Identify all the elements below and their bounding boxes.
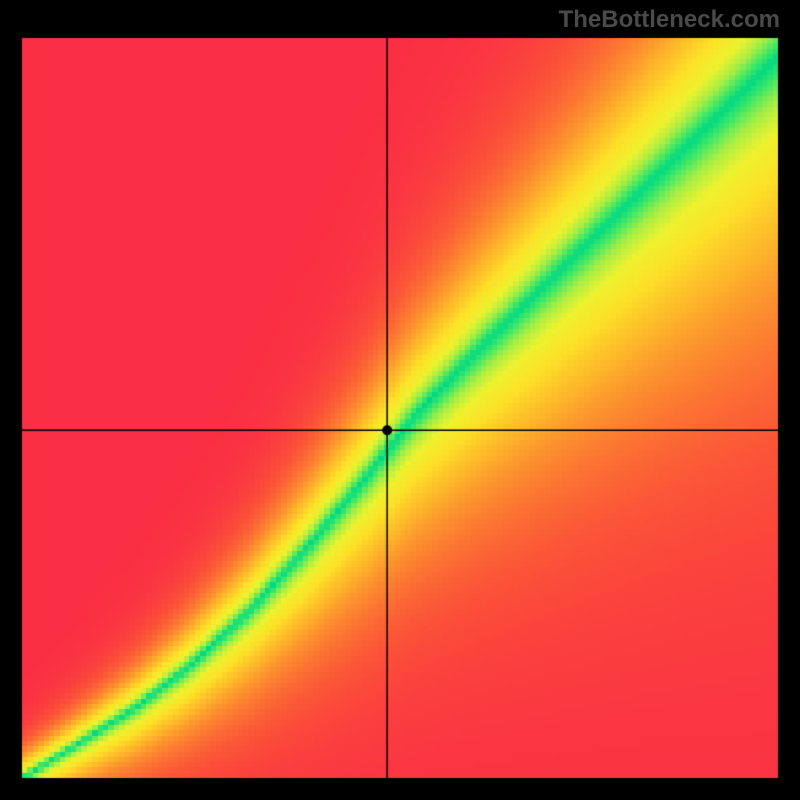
heatmap-canvas [0,0,800,800]
watermark-text: TheBottleneck.com [559,6,780,34]
chart-container: TheBottleneck.com [0,0,800,800]
